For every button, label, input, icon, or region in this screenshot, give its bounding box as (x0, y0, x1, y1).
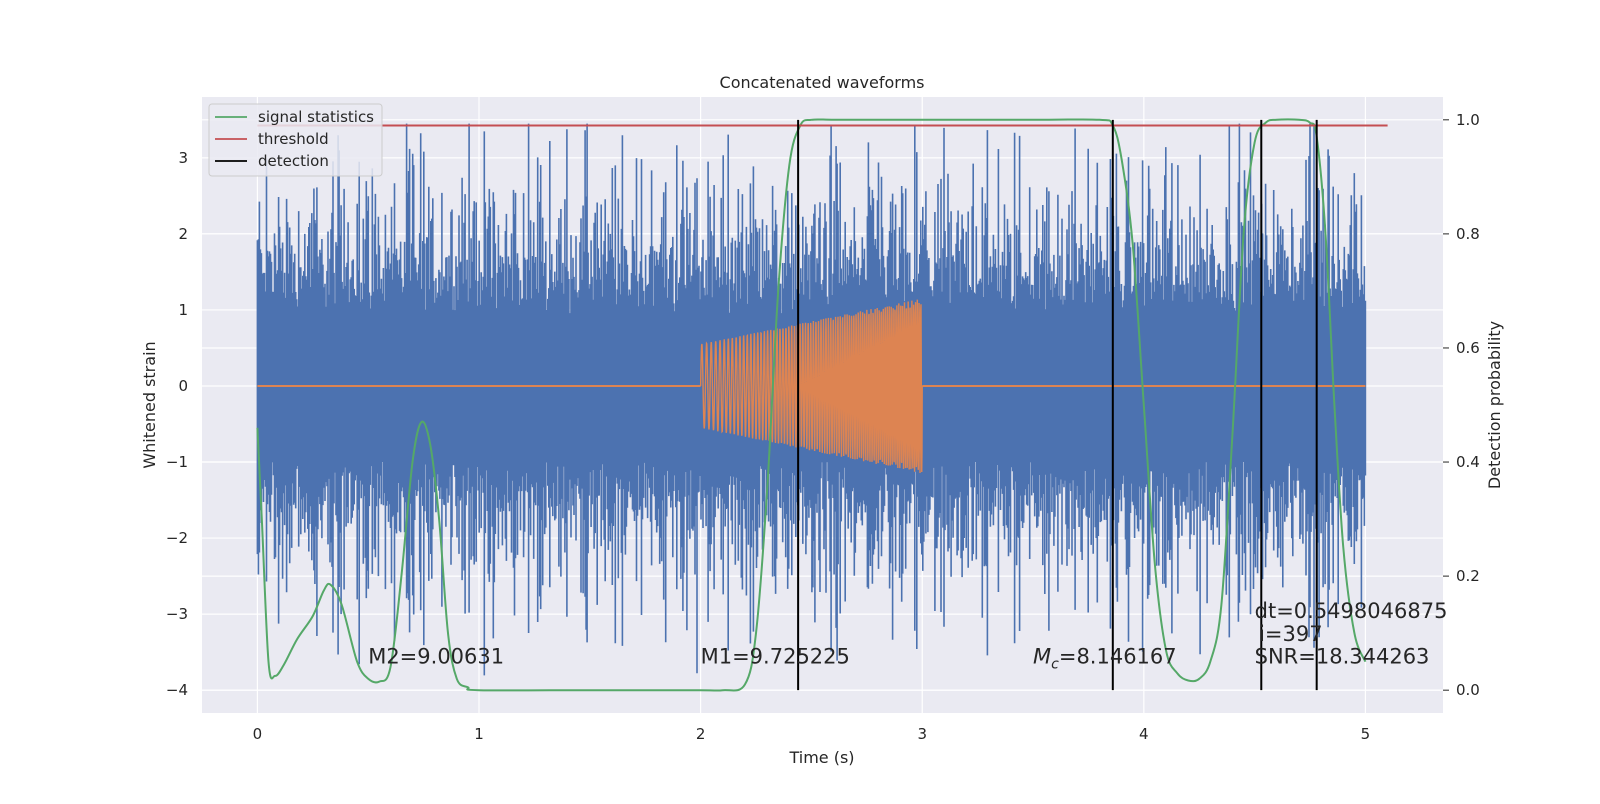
y-right-tick-label: 0.0 (1456, 681, 1480, 699)
y-tick-label: −4 (166, 681, 188, 699)
y-right-tick-label: 0.8 (1456, 225, 1480, 243)
x-tick-label: 1 (474, 725, 484, 743)
y-tick-label: −3 (166, 605, 188, 623)
y-tick-label: 3 (178, 149, 188, 167)
x-tick-label: 3 (917, 725, 927, 743)
y-right-tick-label: 0.2 (1456, 567, 1480, 585)
x-axis-label: Time (s) (788, 748, 854, 767)
chart-title: Concatenated waveforms (720, 73, 925, 92)
annotation: M2=9.00631 (368, 645, 504, 669)
y-right-tick-label: 0.6 (1456, 339, 1480, 357)
annotation: SNR=18.344263 (1255, 645, 1430, 669)
y-tick-label: 0 (178, 377, 188, 395)
y-tick-label: 2 (178, 225, 188, 243)
x-tick-label: 5 (1361, 725, 1371, 743)
x-tick-label: 4 (1139, 725, 1149, 743)
y-axis-right-label: Detection probability (1485, 321, 1504, 489)
legend-label-signal-statistics: signal statistics (258, 108, 374, 126)
x-tick-label: 0 (253, 725, 263, 743)
annotation: dt=0.5498046875 (1255, 599, 1448, 623)
x-tick-label: 2 (696, 725, 706, 743)
y-right-tick-label: 0.4 (1456, 453, 1480, 471)
annotation: M1=9.725225 (701, 645, 850, 669)
y-tick-label: −2 (166, 529, 188, 547)
y-axis-label: Whitened strain (140, 341, 159, 468)
legend-label-threshold: threshold (258, 130, 329, 148)
legend-label-detection: detection (258, 152, 329, 170)
y-tick-label: 1 (178, 301, 188, 319)
y-tick-label: −1 (166, 453, 188, 471)
legend: signal statistics threshold detection (209, 104, 382, 176)
y-right-tick-label: 1.0 (1456, 111, 1480, 129)
annotation: i=397 (1259, 622, 1323, 646)
